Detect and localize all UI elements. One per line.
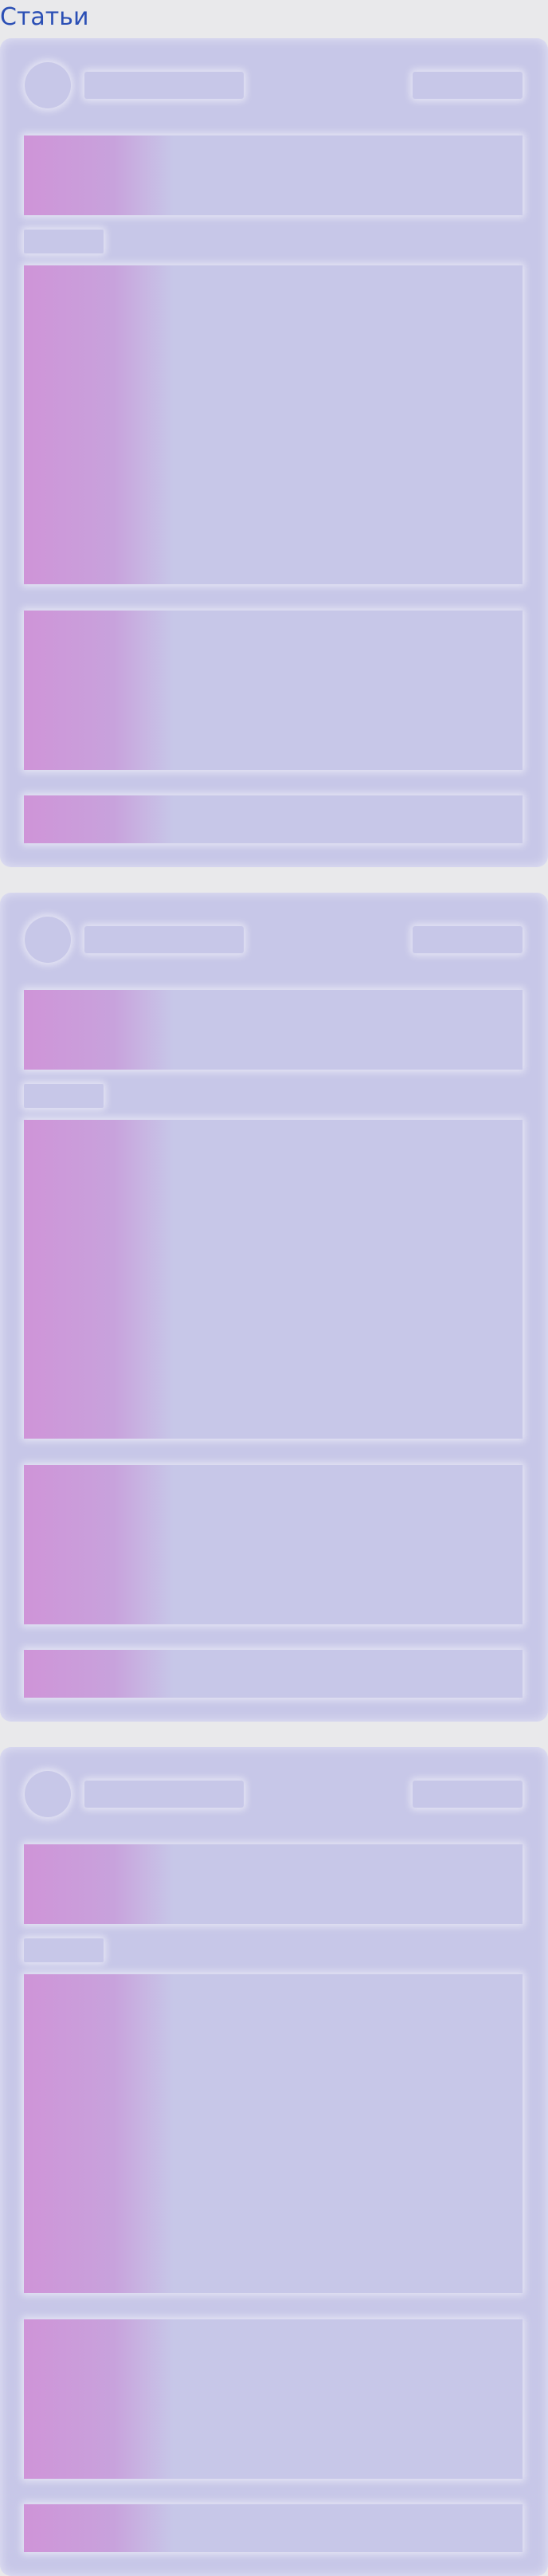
avatar-placeholder xyxy=(25,1771,71,1817)
article-footer-placeholder xyxy=(24,795,523,843)
tag-placeholder xyxy=(24,230,104,253)
article-card-skeleton xyxy=(0,893,548,1722)
article-card-skeleton xyxy=(0,1747,548,2576)
article-title-placeholder xyxy=(24,1844,523,1924)
article-image-placeholder xyxy=(24,1974,523,2293)
article-card-skeleton xyxy=(0,38,548,867)
tag-placeholder xyxy=(24,1938,104,1962)
article-title-placeholder xyxy=(24,990,523,1070)
author-name-placeholder xyxy=(84,926,244,953)
page-title: Статьи xyxy=(0,3,89,31)
article-text-placeholder xyxy=(24,1465,523,1624)
tag-placeholder xyxy=(24,1084,104,1108)
article-footer-placeholder xyxy=(24,2504,523,2552)
article-text-placeholder xyxy=(24,2319,523,2479)
article-text-placeholder xyxy=(24,611,523,770)
author-name-placeholder xyxy=(84,72,244,99)
post-meta-placeholder xyxy=(413,926,523,953)
article-image-placeholder xyxy=(24,1120,523,1439)
article-footer-placeholder xyxy=(24,1650,523,1698)
post-meta-placeholder xyxy=(413,1781,523,1808)
article-image-placeholder xyxy=(24,265,523,584)
avatar-placeholder xyxy=(25,917,71,963)
article-title-placeholder xyxy=(24,135,523,215)
post-meta-placeholder xyxy=(413,72,523,99)
avatar-placeholder xyxy=(25,62,71,108)
author-name-placeholder xyxy=(84,1781,244,1808)
